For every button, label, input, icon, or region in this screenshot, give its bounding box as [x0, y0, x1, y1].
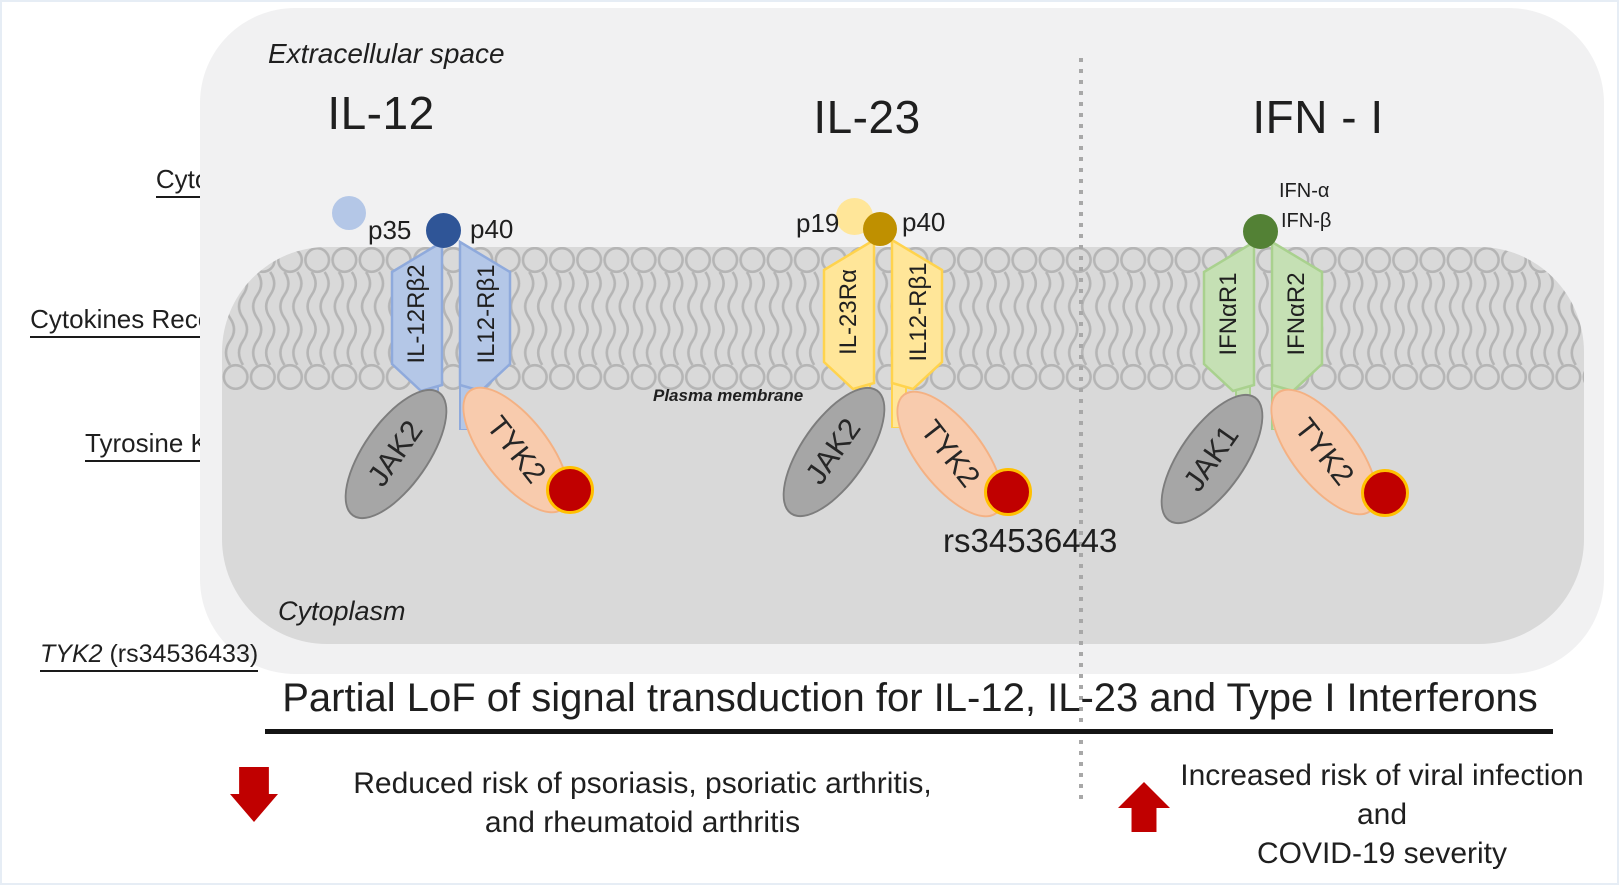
ifnar1-receptor-label: IFNαR1 [1215, 272, 1242, 356]
p19-label: p19 [796, 208, 840, 238]
ifn-cytokine-circle [1243, 214, 1278, 249]
p35-label: p35 [368, 215, 412, 245]
p40-il23-cytokine-circle [863, 212, 897, 246]
p35-cytokine-circle [332, 196, 366, 230]
tyk2-variant-site-marker-il12 [546, 466, 594, 514]
il12-receptor-pair [390, 239, 512, 430]
il23ra-receptor-label: IL-23Rα [835, 269, 862, 355]
pathway-title-il12: IL-12 [327, 87, 435, 139]
pathway-title-ifn1: IFN - I [1252, 91, 1384, 143]
p40-il12-label: p40 [470, 214, 514, 244]
tyk2-variant-site-marker-ifn [1361, 469, 1409, 517]
il12rb2-receptor-label: IL-12Rβ2 [403, 264, 430, 364]
p40-il23-label: p40 [902, 207, 946, 237]
reduced-risk-text: Reduced risk of psoriasis, psoriatic art… [353, 767, 932, 839]
ifn-alpha-label: IFN-α [1279, 180, 1330, 202]
il12rb1-receptor-label-il23: IL12-Rβ1 [905, 262, 932, 362]
summary-headline: Partial LoF of signal transduction for I… [282, 676, 1538, 720]
increased-risk-text: Increased risk of viral infection and CO… [1180, 759, 1584, 870]
cytoplasm-label: Cytoplasm [278, 596, 406, 626]
extracellular-space-label: Extracellular space [268, 38, 505, 69]
plasma-membrane-label: Plasma membrane [653, 386, 804, 405]
tyk2-variant-site-marker-il23 [984, 468, 1032, 516]
tyk2-gene-variant-label: TYK2 (rs34536433) [40, 640, 259, 672]
headline-underline-rule [265, 729, 1553, 734]
ifnar2-receptor-label: IFNαR2 [1283, 272, 1310, 356]
section-divider-dotted-line [1079, 58, 1083, 804]
rs34536443-variant-label: rs34536443 [943, 522, 1118, 559]
decrease-arrow-icon [230, 767, 278, 822]
il12rb1-receptor-label: IL12-Rβ1 [473, 264, 500, 364]
pathway-title-il23: IL-23 [813, 91, 921, 143]
p40-il12-cytokine-circle [426, 213, 461, 248]
ifn-beta-label: IFN-β [1281, 210, 1332, 232]
